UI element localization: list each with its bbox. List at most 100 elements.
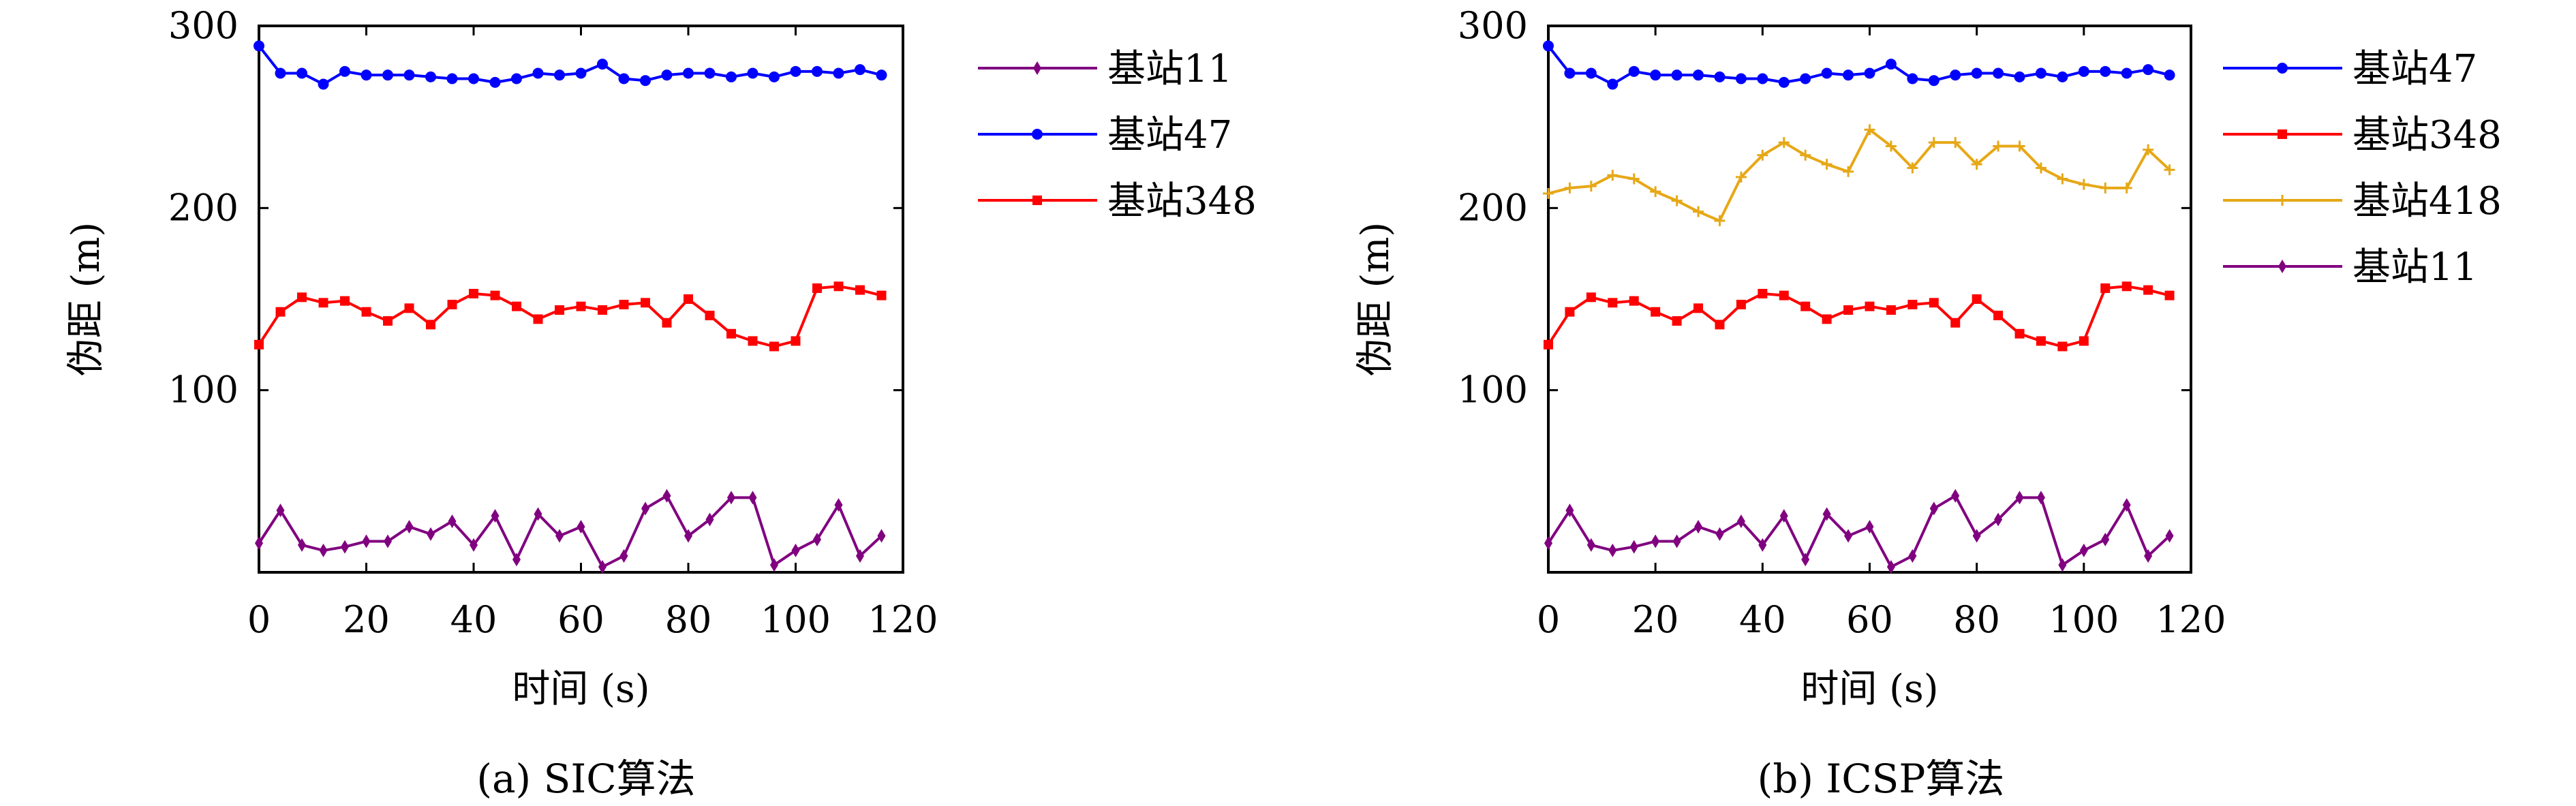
x-tick-label: 40 xyxy=(1739,598,1786,641)
data-point xyxy=(427,527,435,541)
data-point xyxy=(812,65,823,77)
data-point xyxy=(1950,69,1961,81)
legend-label: 基站11 xyxy=(2352,245,2477,290)
x-tick-label: 60 xyxy=(1846,598,1893,641)
data-point xyxy=(1907,162,1918,174)
data-point xyxy=(598,559,607,574)
data-point xyxy=(855,64,865,76)
data-point xyxy=(405,520,414,534)
legend-label: 基站47 xyxy=(2352,47,2477,91)
legend-item: 基站348 xyxy=(2223,113,2502,157)
y-tick-label: 100 xyxy=(1458,369,1528,412)
data-point xyxy=(1972,529,1981,543)
data-point xyxy=(1885,59,1897,70)
data-point xyxy=(318,298,328,308)
data-point xyxy=(1951,489,1960,503)
data-point xyxy=(1735,171,1747,183)
x-axis-label: 时间 (s) xyxy=(1800,667,1938,711)
data-point xyxy=(1608,543,1617,557)
data-point xyxy=(384,534,392,548)
data-point xyxy=(470,538,478,552)
data-point xyxy=(2035,162,2046,174)
data-point xyxy=(1585,67,1597,79)
data-point xyxy=(1928,75,1939,87)
data-point xyxy=(2036,336,2046,346)
data-point xyxy=(2121,281,2132,292)
data-point xyxy=(748,336,758,346)
data-point xyxy=(790,65,801,77)
data-point xyxy=(1672,316,1682,326)
data-point xyxy=(1758,288,1768,298)
data-point xyxy=(726,71,737,82)
data-point xyxy=(490,290,500,300)
data-point xyxy=(1651,307,1661,317)
data-point xyxy=(769,71,780,82)
data-point xyxy=(641,501,649,516)
x-tick-label: 120 xyxy=(2156,598,2226,641)
data-point xyxy=(1629,296,1639,306)
legend-label: 基站418 xyxy=(2352,179,2502,223)
data-point xyxy=(1651,534,1660,548)
data-point xyxy=(1736,300,1746,310)
data-point xyxy=(512,553,521,567)
data-point xyxy=(1543,40,1554,52)
data-point xyxy=(555,305,564,315)
data-point xyxy=(254,40,264,52)
x-tick-label: 60 xyxy=(557,598,604,641)
data-point xyxy=(1735,73,1747,84)
data-point xyxy=(448,514,457,529)
legend-label: 基站348 xyxy=(1107,179,1257,223)
data-point xyxy=(1736,514,1745,529)
data-point xyxy=(2143,285,2153,295)
data-point xyxy=(275,307,286,317)
series-line xyxy=(258,285,882,348)
data-point xyxy=(2121,67,2132,79)
data-point xyxy=(1544,536,1552,551)
data-point xyxy=(382,69,393,81)
data-point xyxy=(1693,303,1704,313)
data-point xyxy=(1758,538,1767,552)
series-2 xyxy=(1543,124,2175,227)
data-point xyxy=(1843,69,1854,81)
data-point xyxy=(491,509,500,523)
x-tick-label: 20 xyxy=(1632,598,1679,641)
data-point xyxy=(275,67,286,79)
y-axis-label: 伪距 (m) xyxy=(64,222,108,377)
data-point xyxy=(1886,305,1896,315)
data-point xyxy=(1715,527,1724,541)
data-point xyxy=(684,294,693,304)
data-point xyxy=(1671,195,1683,206)
legend-label: 基站47 xyxy=(1107,113,1232,157)
data-point xyxy=(1714,215,1726,227)
legend-marker xyxy=(2278,260,2286,273)
data-point xyxy=(2014,140,2025,152)
data-point xyxy=(2057,71,2068,82)
data-point xyxy=(1565,503,1574,518)
legend-item: 基站11 xyxy=(978,47,1232,91)
data-point xyxy=(598,305,607,315)
data-point xyxy=(1864,124,1875,136)
data-point xyxy=(747,67,758,79)
series-3 xyxy=(1544,489,2174,574)
data-point xyxy=(447,300,457,310)
data-point xyxy=(2057,173,2068,185)
data-point xyxy=(298,538,306,552)
data-point xyxy=(876,69,887,81)
data-point xyxy=(1650,69,1661,81)
data-point xyxy=(1822,314,1832,324)
data-point xyxy=(533,314,543,324)
data-point xyxy=(1821,67,1833,79)
data-point xyxy=(833,67,844,79)
data-point xyxy=(1564,182,1576,193)
data-point xyxy=(2057,341,2068,352)
data-point xyxy=(426,320,435,330)
y-tick-label: 100 xyxy=(168,369,239,412)
series-line xyxy=(1548,128,2171,223)
y-tick-label: 300 xyxy=(168,4,239,47)
legend-item: 基站418 xyxy=(2223,179,2502,223)
chart-caption: (b) ICSP算法 xyxy=(1758,756,2005,802)
data-point xyxy=(2144,548,2153,563)
data-point xyxy=(1543,187,1554,199)
legend-item: 基站47 xyxy=(978,113,1232,157)
series-line xyxy=(1547,285,2171,348)
